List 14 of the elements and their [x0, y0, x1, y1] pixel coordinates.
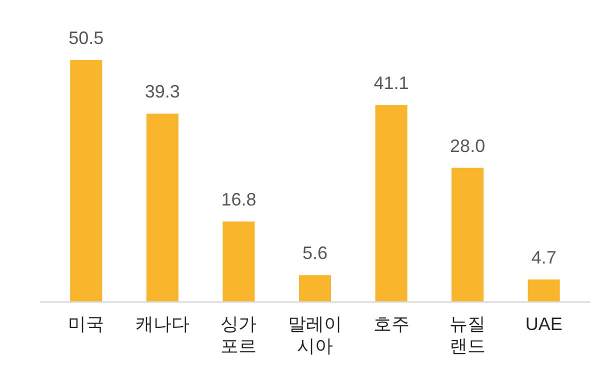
- x-tick-label: UAE: [525, 314, 562, 334]
- data-label: 50.5: [68, 28, 104, 48]
- data-label: 4.7: [531, 247, 556, 268]
- x-tick-label: 싱가포르: [220, 314, 257, 356]
- data-label: 5.6: [302, 243, 328, 264]
- x-tick-label: 호주: [373, 314, 410, 334]
- x-tick-label: 미국: [68, 314, 104, 334]
- data-label: 16.8: [221, 189, 256, 210]
- x-tick-label: 뉴질랜드: [450, 314, 486, 356]
- data-label: 28.0: [450, 136, 486, 156]
- data-label: 41.1: [374, 73, 409, 94]
- x-tick-label: 캐나다: [135, 314, 190, 334]
- data-label: 39.3: [144, 82, 180, 102]
- x-tick-label: 말레이시아: [288, 314, 342, 356]
